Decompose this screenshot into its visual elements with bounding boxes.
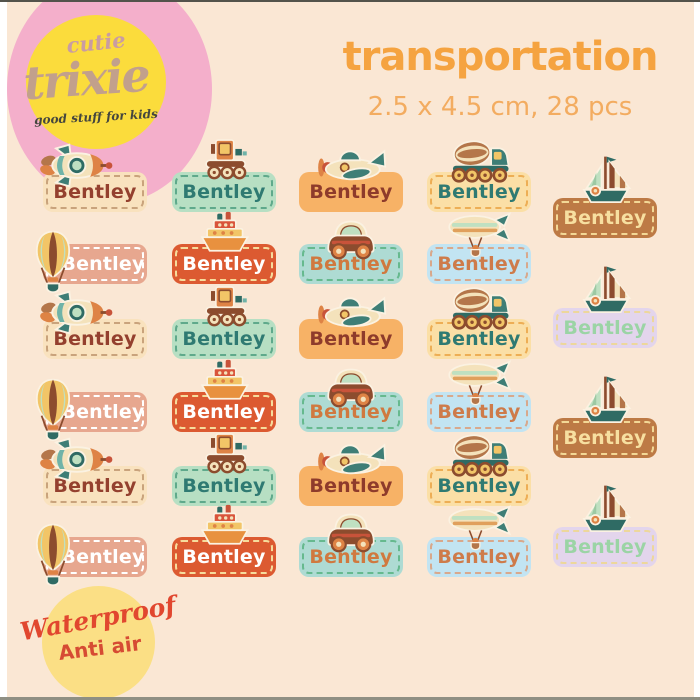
truck-icon [446, 136, 512, 185]
label-name-text: Bentley [61, 546, 145, 568]
truck-icon [446, 283, 512, 332]
name-label-car-teal: Bentley [299, 368, 403, 432]
truck-icon [446, 430, 512, 479]
label-name-text: Bentley [182, 328, 266, 350]
blimp-icon [444, 504, 514, 555]
label-name-text: Bentley [437, 546, 521, 568]
rocket-icon [37, 433, 113, 486]
name-label-blimp-blue: Bentley [427, 360, 531, 432]
label-name-text: Bentley [563, 427, 647, 449]
left-white-strip [0, 0, 7, 700]
right-white-strip [694, 0, 700, 700]
name-label-blimp-blue: Bentley [427, 212, 531, 284]
waterproof-circle [42, 586, 155, 699]
brand-circle-inner [26, 15, 166, 149]
car-icon [323, 365, 379, 409]
brand-line2: trixie [21, 47, 151, 111]
car-icon [323, 510, 379, 554]
bottom-border-line [0, 697, 700, 700]
sailboat-icon [577, 482, 633, 540]
name-label-ship-red: Bentley [172, 211, 276, 284]
train-icon [198, 135, 250, 184]
name-label-plane-orange: Bentley [299, 149, 403, 212]
label-name-text: Bentley [309, 328, 393, 350]
name-label-truck-yellow: Bentley [427, 140, 531, 212]
ship-icon [197, 358, 251, 404]
label-name-text: Bentley [309, 401, 393, 423]
ship-icon [197, 503, 251, 549]
label-name-text: Bentley [182, 475, 266, 497]
label-name-text: Bentley [563, 317, 647, 339]
sailboat-icon [577, 373, 633, 431]
page-title: transportation [342, 34, 659, 80]
label-name-text: Bentley [61, 253, 145, 275]
page-subtitle: 2.5 x 4.5 cm, 28 pcs [367, 92, 633, 122]
blimp-icon [444, 211, 514, 262]
name-label-train-mint: Bentley [172, 286, 276, 359]
ship-icon [197, 210, 251, 256]
label-name-text: Bentley [437, 475, 521, 497]
plane-icon [315, 439, 387, 484]
label-name-text: Bentley [309, 253, 393, 275]
car-icon [323, 217, 379, 261]
name-label-rocket-cream: Bentley [40, 290, 147, 359]
hot-air-balloon-icon [30, 522, 76, 587]
plane-icon [315, 292, 387, 337]
label-name-text: Bentley [182, 181, 266, 203]
name-label-truck-yellow: Bentley [427, 287, 531, 359]
name-label-plane-orange: Bentley [299, 296, 403, 359]
top-border-line [0, 0, 700, 2]
plane-icon [315, 145, 387, 190]
name-label-balloon-salmon: Bentley [35, 523, 147, 587]
hot-air-balloon-icon [30, 377, 76, 442]
name-label-blimp-blue: Bentley [427, 505, 531, 577]
name-label-ship-red: Bentley [172, 504, 276, 577]
label-name-text: Bentley [53, 328, 137, 350]
name-label-sail-brown: Bentley [553, 156, 657, 238]
name-label-ship-red: Bentley [172, 359, 276, 432]
name-label-sail-lavender: Bentley [553, 485, 657, 567]
label-name-text: Bentley [437, 401, 521, 423]
label-name-text: Bentley [563, 536, 647, 558]
name-label-sail-brown: Bentley [553, 376, 657, 458]
name-label-car-teal: Bentley [299, 220, 403, 284]
label-name-text: Bentley [182, 253, 266, 275]
name-label-balloon-salmon: Bentley [35, 378, 147, 442]
hot-air-balloon-icon [30, 229, 76, 294]
name-label-train-mint: Bentley [172, 433, 276, 506]
label-name-text: Bentley [437, 181, 521, 203]
name-label-rocket-cream: Bentley [40, 437, 147, 506]
label-name-text: Bentley [309, 181, 393, 203]
rocket-icon [37, 139, 113, 192]
name-label-rocket-cream: Bentley [40, 143, 147, 212]
name-label-plane-orange: Bentley [299, 443, 403, 506]
label-name-text: Bentley [53, 475, 137, 497]
name-label-sail-lavender: Bentley [553, 266, 657, 348]
train-icon [198, 429, 250, 478]
label-name-text: Bentley [182, 546, 266, 568]
sailboat-icon [577, 153, 633, 211]
blimp-icon [444, 359, 514, 410]
label-name-text: Bentley [563, 207, 647, 229]
name-label-car-teal: Bentley [299, 513, 403, 577]
label-name-text: Bentley [437, 328, 521, 350]
rocket-icon [37, 286, 113, 339]
label-name-text: Bentley [182, 401, 266, 423]
name-label-train-mint: Bentley [172, 139, 276, 212]
label-name-text: Bentley [309, 546, 393, 568]
name-label-balloon-salmon: Bentley [35, 230, 147, 294]
train-icon [198, 282, 250, 331]
label-name-text: Bentley [309, 475, 393, 497]
sailboat-icon [577, 263, 633, 321]
label-name-text: Bentley [53, 181, 137, 203]
name-label-truck-yellow: Bentley [427, 434, 531, 506]
label-name-text: Bentley [437, 253, 521, 275]
label-name-text: Bentley [61, 401, 145, 423]
